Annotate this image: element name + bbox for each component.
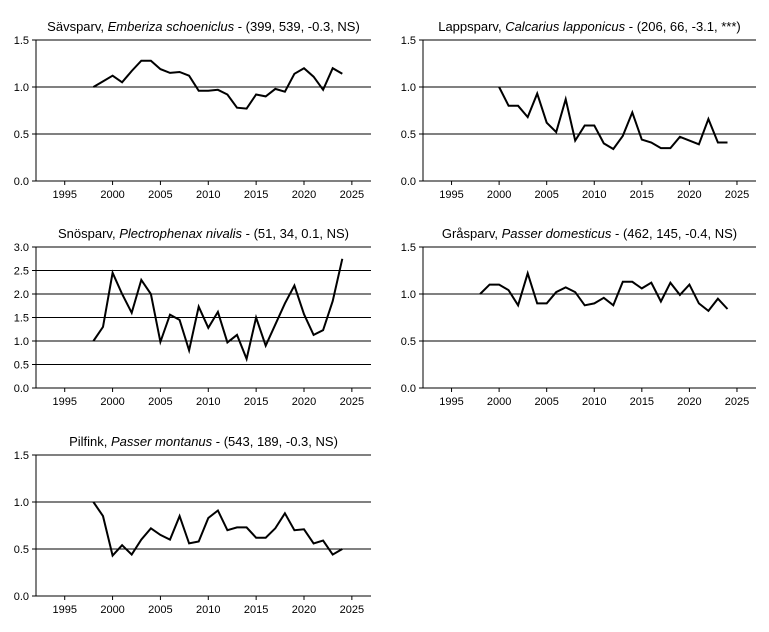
species-stats: - (399, 539, -0.3, NS)	[234, 19, 360, 34]
x-tick-label: 2010	[196, 604, 220, 616]
species-stats: - (206, 66, -3.1, ***)	[625, 19, 741, 34]
species-latin-name: Calcarius lapponicus	[505, 19, 625, 34]
x-tick-label: 2000	[100, 604, 124, 616]
x-tick-label: 2020	[677, 396, 701, 408]
x-tick-label: 2025	[340, 604, 364, 616]
y-tick-label: 1.0	[14, 336, 29, 348]
species-common-name: Pilfink,	[69, 434, 111, 449]
y-tick-label: 0.0	[401, 176, 416, 188]
species-common-name: Snösparv,	[58, 226, 119, 241]
x-tick-label: 2000	[487, 396, 511, 408]
species-latin-name: Passer montanus	[111, 434, 213, 449]
y-tick-label: 0.5	[401, 336, 416, 348]
species-stats: - (51, 34, 0.1, NS)	[242, 226, 349, 241]
y-tick-label: 0.0	[14, 176, 29, 188]
x-tick-label: 2005	[534, 396, 558, 408]
x-tick-label: 2005	[148, 189, 172, 201]
y-tick-label: 1.5	[14, 450, 29, 462]
y-tick-label: 0.5	[14, 129, 29, 141]
series-line	[92, 501, 343, 558]
x-tick-label: 2000	[487, 189, 511, 201]
series-line	[92, 258, 344, 363]
y-tick-label: 1.0	[401, 289, 416, 301]
x-tick-label: 1995	[439, 396, 463, 408]
x-tick-label: 2005	[148, 604, 172, 616]
y-tick-label: 0.5	[401, 129, 416, 141]
series-line	[479, 269, 729, 313]
species-stats: - (462, 145, -0.4, NS)	[611, 226, 737, 241]
chart-title: Sävsparv, Emberiza schoeniclus - (399, 5…	[47, 19, 360, 34]
y-tick-label: 2.0	[14, 289, 29, 301]
x-tick-label: 1995	[52, 189, 76, 201]
species-latin-name: Passer domesticus	[502, 226, 612, 241]
x-tick-label: 2015	[244, 396, 268, 408]
species-stats: - (543, 189, -0.3, NS)	[212, 434, 338, 449]
y-tick-label: 0.5	[14, 544, 29, 556]
species-common-name: Lappsparv,	[438, 19, 505, 34]
x-tick-label: 1995	[52, 604, 76, 616]
y-tick-label: 1.5	[14, 313, 29, 325]
species-common-name: Gråsparv,	[442, 226, 502, 241]
x-tick-label: 2025	[340, 189, 364, 201]
series-line	[92, 59, 343, 110]
x-tick-label: 2005	[534, 189, 558, 201]
y-tick-label: 0.5	[14, 360, 29, 372]
y-tick-label: 3.0	[14, 242, 29, 254]
y-tick-label: 1.0	[401, 82, 416, 94]
x-tick-label: 2015	[630, 189, 654, 201]
x-tick-label: 2020	[292, 189, 316, 201]
chart-panel-2: Lappsparv, Calcarius lapponicus - (206, …	[401, 19, 756, 201]
y-tick-label: 1.5	[401, 242, 416, 254]
x-tick-label: 2010	[582, 396, 606, 408]
x-tick-label: 2025	[725, 396, 749, 408]
chart-title: Lappsparv, Calcarius lapponicus - (206, …	[438, 19, 741, 34]
chart-panel-4: Gråsparv, Passer domesticus - (462, 145,…	[401, 226, 756, 408]
x-tick-label: 2005	[148, 396, 172, 408]
x-tick-label: 2000	[100, 396, 124, 408]
species-latin-name: Plectrophenax nivalis	[119, 226, 242, 241]
y-tick-label: 0.0	[401, 383, 416, 395]
y-tick-label: 1.5	[401, 35, 416, 47]
x-tick-label: 2015	[244, 604, 268, 616]
chart-panel-1: Sävsparv, Emberiza schoeniclus - (399, 5…	[14, 19, 371, 201]
y-tick-label: 1.0	[14, 82, 29, 94]
chart-title: Pilfink, Passer montanus - (543, 189, -0…	[69, 434, 338, 449]
x-tick-label: 2020	[292, 604, 316, 616]
chart-title: Snösparv, Plectrophenax nivalis - (51, 3…	[58, 226, 349, 241]
y-tick-label: 0.0	[14, 591, 29, 603]
species-common-name: Sävsparv,	[47, 19, 107, 34]
x-tick-label: 2020	[677, 189, 701, 201]
x-tick-label: 2000	[100, 189, 124, 201]
x-tick-label: 2010	[196, 189, 220, 201]
x-tick-label: 2020	[292, 396, 316, 408]
x-tick-label: 1995	[52, 396, 76, 408]
series-line	[498, 86, 728, 151]
x-tick-label: 2025	[725, 189, 749, 201]
x-tick-label: 1995	[439, 189, 463, 201]
x-tick-label: 2015	[630, 396, 654, 408]
x-tick-label: 2025	[340, 396, 364, 408]
species-latin-name: Emberiza schoeniclus	[108, 19, 235, 34]
y-tick-label: 0.0	[14, 383, 29, 395]
chart-panel-5: Pilfink, Passer montanus - (543, 189, -0…	[14, 434, 371, 616]
chart-title: Gråsparv, Passer domesticus - (462, 145,…	[442, 226, 737, 241]
chart-panel-3: Snösparv, Plectrophenax nivalis - (51, 3…	[14, 226, 371, 408]
y-tick-label: 1.0	[14, 497, 29, 509]
y-tick-label: 1.5	[14, 35, 29, 47]
x-tick-label: 2015	[244, 189, 268, 201]
x-tick-label: 2010	[582, 189, 606, 201]
y-tick-label: 2.5	[14, 266, 29, 278]
x-tick-label: 2010	[196, 396, 220, 408]
